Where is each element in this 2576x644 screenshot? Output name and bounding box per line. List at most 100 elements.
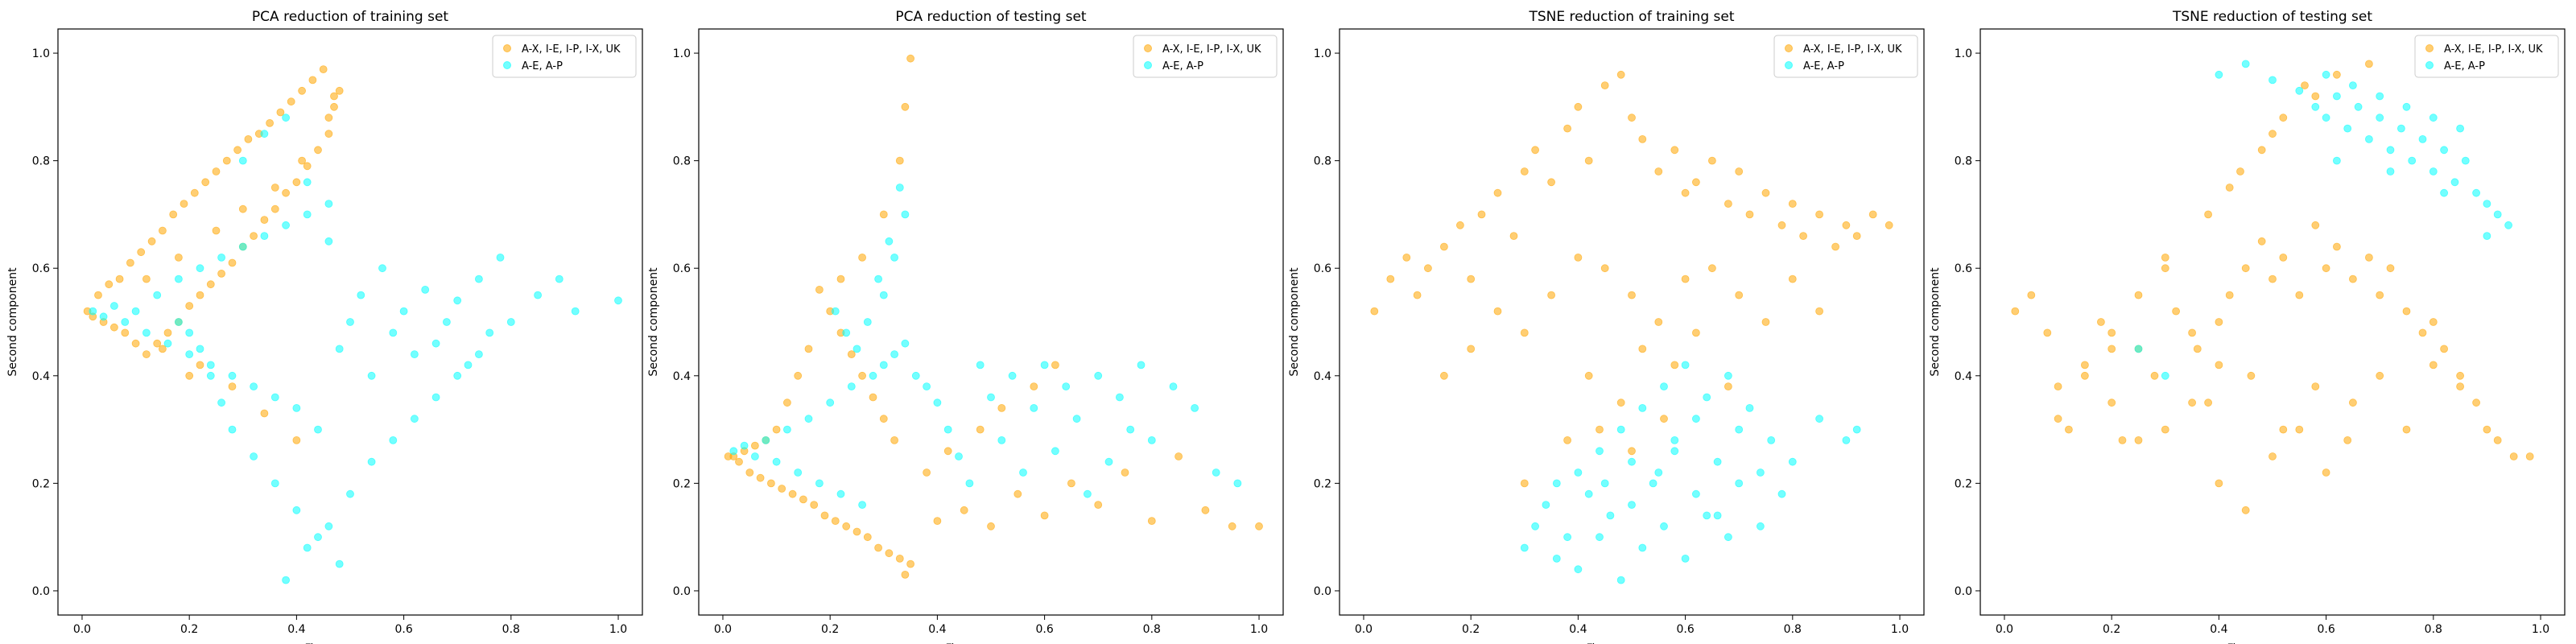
- data-point: [1815, 415, 1824, 423]
- data-point: [1467, 345, 1476, 353]
- data-point: [2064, 425, 2073, 434]
- data-point: [99, 312, 108, 321]
- data-point: [185, 350, 194, 359]
- x-tick-label: 0.6: [394, 623, 412, 636]
- data-point: [89, 307, 97, 316]
- data-point: [324, 114, 333, 122]
- data-point: [2215, 479, 2223, 488]
- data-point: [2429, 167, 2438, 175]
- y-tick-label: 0.4: [1955, 370, 1972, 383]
- data-point: [2172, 307, 2181, 316]
- data-point: [1628, 291, 1636, 299]
- data-point: [901, 571, 910, 579]
- data-point: [399, 307, 408, 316]
- data-point: [1616, 398, 1625, 407]
- data-point: [740, 441, 749, 450]
- x-tick-label: 0.8: [502, 623, 520, 636]
- data-point: [1616, 425, 1625, 434]
- data-point: [2295, 86, 2304, 95]
- x-tick-label: 0.2: [2103, 623, 2120, 636]
- axes-frame: [57, 28, 643, 616]
- legend-marker: [1144, 44, 1152, 52]
- data-point: [614, 296, 622, 305]
- data-point: [2348, 81, 2357, 89]
- data-point: [794, 469, 803, 477]
- data-point: [2247, 371, 2256, 380]
- data-point: [2483, 200, 2491, 208]
- legend-marker: [2425, 44, 2434, 52]
- data-point: [1370, 307, 1379, 316]
- data-point: [1815, 210, 1824, 219]
- data-point: [1691, 178, 1700, 187]
- data-point: [2241, 60, 2250, 68]
- data-point: [901, 339, 910, 348]
- data-point: [2241, 264, 2250, 273]
- data-point: [303, 162, 312, 171]
- legend-marker: [1785, 61, 1793, 69]
- data-point: [858, 371, 866, 380]
- y-axis-label: Second component: [1929, 267, 1942, 377]
- data-point: [346, 318, 354, 326]
- data-point: [1040, 361, 1049, 369]
- x-tick-label: 0.2: [180, 623, 198, 636]
- data-point: [496, 253, 505, 262]
- data-point: [863, 533, 872, 542]
- y-tick-label: 1.0: [1314, 47, 1331, 60]
- data-point: [1600, 479, 1609, 488]
- data-point: [282, 188, 291, 197]
- data-point: [804, 415, 813, 423]
- data-point: [1649, 479, 1657, 488]
- data-point: [2376, 114, 2384, 122]
- data-point: [335, 345, 344, 353]
- data-point: [2440, 146, 2449, 155]
- data-point: [1670, 436, 1679, 444]
- y-tick-label: 0.6: [1314, 262, 1331, 275]
- data-point: [1885, 221, 1893, 229]
- data-point: [206, 280, 215, 289]
- data-point: [314, 425, 322, 434]
- data-point: [163, 339, 172, 348]
- data-point: [1681, 361, 1690, 369]
- data-point: [217, 398, 226, 407]
- y-axis-label: Second component: [647, 267, 660, 377]
- data-point: [131, 307, 140, 316]
- chart-title: PCA reduction of testing set: [895, 9, 1087, 25]
- data-point: [250, 382, 258, 391]
- data-point: [330, 92, 338, 101]
- data-point: [1681, 275, 1690, 283]
- data-point: [879, 210, 888, 219]
- data-point: [997, 403, 1006, 412]
- data-point: [2295, 425, 2304, 434]
- data-point: [1600, 81, 1609, 89]
- data-point: [2364, 253, 2373, 262]
- data-point: [895, 156, 904, 165]
- data-point: [778, 485, 786, 493]
- data-point: [890, 350, 898, 359]
- data-point: [222, 156, 231, 165]
- data-point: [2493, 436, 2502, 444]
- legend-marker: [503, 44, 511, 52]
- data-point: [2054, 382, 2062, 391]
- data-point: [2215, 361, 2223, 369]
- data-point: [987, 522, 995, 530]
- data-point: [1169, 382, 1178, 391]
- data-point: [158, 345, 167, 353]
- data-point: [1233, 479, 1242, 488]
- data-point: [2268, 76, 2277, 85]
- data-point: [2150, 371, 2159, 380]
- data-point: [2257, 237, 2266, 246]
- y-tick-label: 0.6: [1955, 262, 1972, 275]
- legend: A-X, I-E, I-P, I-X, UK A-E, A-P: [2414, 35, 2559, 78]
- data-point: [1842, 221, 1851, 229]
- y-tick-label: 0.4: [32, 370, 50, 383]
- data-point: [895, 184, 904, 192]
- data-point: [1440, 242, 1448, 251]
- legend-box: [1773, 35, 1918, 78]
- axes-frame: [698, 28, 1284, 616]
- data-point: [163, 328, 172, 337]
- data-point: [1596, 533, 1604, 542]
- data-point: [153, 339, 162, 348]
- data-point: [1852, 425, 1861, 434]
- data-point: [1788, 275, 1797, 283]
- x-tick-label: 0.4: [287, 623, 305, 636]
